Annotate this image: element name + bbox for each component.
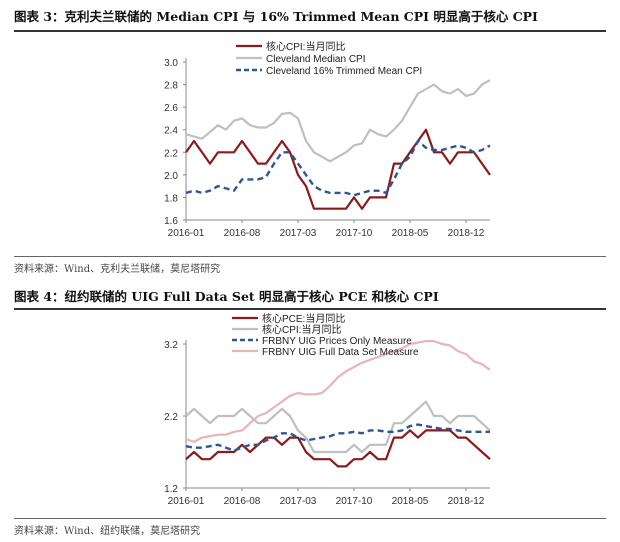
legend-label-2: Cleveland 16% Trimmed Mean CPI — [266, 66, 422, 77]
figure-3-title: 图表 3：克利夫兰联储的 Median CPI 与 16% Trimmed Me… — [14, 9, 538, 24]
figure-4-chart: 1.2 2.2 3.2 2016-01 2016-08 2017-03 2017-10 201… — [164, 312, 491, 507]
y-tick-label: 1.8 — [164, 193, 178, 204]
x-tick-label: 2016-01 — [168, 496, 205, 507]
y-tick-label: 2.0 — [164, 171, 178, 182]
legend-label-3: FRBNY UIG Full Data Set Measure — [262, 347, 419, 358]
figure-4-bottom-rule — [14, 518, 606, 519]
x-tick-label: 2017-10 — [336, 496, 373, 507]
x-tick-label: 2018-05 — [392, 228, 429, 239]
x-tick-label: 2018-05 — [392, 496, 429, 507]
series-line-1 — [185, 79, 491, 163]
series-line-2 — [185, 423, 490, 452]
y-tick-label: 2.4 — [164, 126, 178, 137]
legend-label-2: FRBNY UIG Prices Only Measure — [262, 336, 412, 347]
series-line-3 — [185, 340, 491, 443]
y-tick-label: 2.8 — [164, 81, 178, 92]
y-tick-label: 3.2 — [164, 340, 178, 351]
series-line-0 — [185, 429, 491, 468]
x-tick-label: 2017-03 — [280, 496, 317, 507]
series-line-1 — [185, 400, 491, 454]
x-tick-label: 2016-01 — [168, 228, 205, 239]
x-tick-label: 2016-08 — [224, 496, 261, 507]
legend-label-0: 核心PCE:当月同比 — [262, 312, 345, 325]
y-tick-label: 1.2 — [164, 484, 178, 495]
series-line-2 — [185, 139, 491, 197]
x-tick-label: 2016-08 — [224, 228, 261, 239]
figure-4-title: 图表 4：纽约联储的 UIG Full Data Set 明显高于核心 PCE … — [14, 289, 439, 304]
legend-label-1: Cleveland Median CPI — [266, 54, 366, 65]
figure-3-source: 资料来源：Wind、克利夫兰联储，莫尼塔研究 — [14, 264, 221, 275]
figure-3-chart: 1.6 1.8 2.0 2.2 2.4 2.6 2.8 3.0 2016-01 2016-08 20… — [164, 40, 491, 239]
y-tick-label: 3.0 — [164, 58, 178, 69]
x-tick-label: 2018-12 — [448, 228, 485, 239]
legend-label-1: 核心CPI:当月同比 — [262, 323, 341, 336]
y-tick-label: 2.6 — [164, 103, 178, 114]
y-tick-label: 1.6 — [164, 216, 178, 227]
x-tick-label: 2018-12 — [448, 496, 485, 507]
y-tick-label: 2.2 — [164, 148, 178, 159]
x-tick-label: 2017-10 — [336, 228, 373, 239]
figure-3-top-rule — [14, 30, 606, 32]
figure-4-top-rule — [14, 308, 606, 310]
x-tick-label: 2017-03 — [280, 228, 317, 239]
y-tick-label: 2.2 — [164, 412, 178, 423]
series-line-0 — [185, 128, 491, 210]
legend-label-0: 核心CPI:当月同比 — [266, 40, 345, 53]
figure-3-bottom-rule — [14, 256, 606, 257]
figure-4-source: 资料来源：Wind、纽约联储，莫尼塔研究 — [14, 526, 201, 537]
